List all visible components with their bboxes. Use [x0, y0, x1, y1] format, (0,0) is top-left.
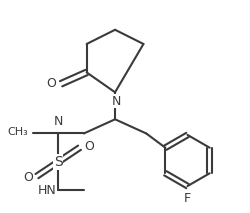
- Text: N: N: [54, 115, 63, 128]
- Text: O: O: [84, 140, 94, 153]
- Text: HN: HN: [38, 184, 57, 197]
- Text: CH₃: CH₃: [8, 127, 28, 137]
- Text: O: O: [23, 171, 33, 184]
- Text: F: F: [184, 192, 191, 205]
- Text: O: O: [46, 77, 56, 90]
- Text: S: S: [54, 155, 62, 169]
- Text: N: N: [112, 95, 121, 108]
